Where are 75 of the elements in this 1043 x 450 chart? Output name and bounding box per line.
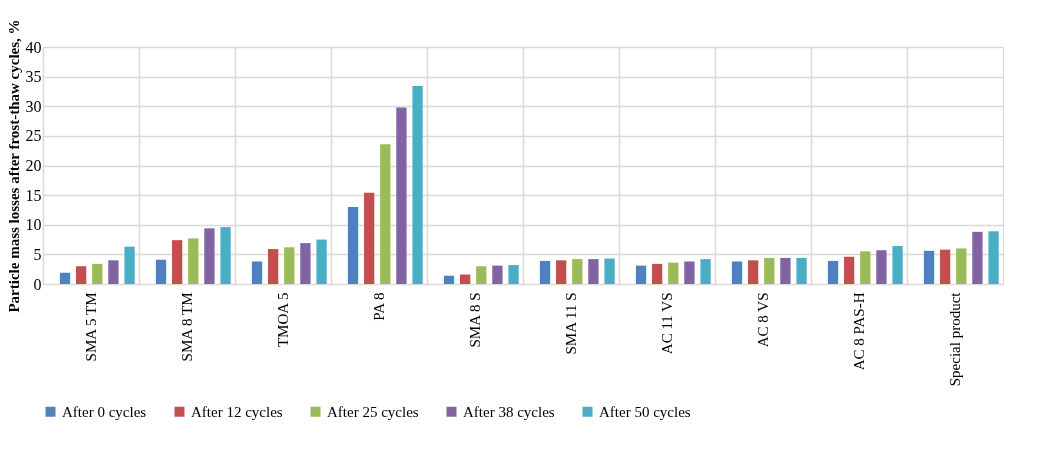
bar bbox=[588, 259, 599, 284]
bar bbox=[316, 239, 327, 284]
bar bbox=[412, 86, 423, 284]
bar bbox=[347, 206, 359, 284]
bar bbox=[668, 262, 679, 284]
bar bbox=[604, 258, 615, 284]
bar bbox=[396, 107, 407, 284]
bar bbox=[652, 263, 663, 284]
bar bbox=[284, 247, 295, 284]
legend-label: After 50 cycles bbox=[599, 403, 691, 420]
x-tick-label: SMA 8 TM bbox=[179, 292, 195, 362]
bar bbox=[539, 260, 551, 284]
y-tick-label: 30 bbox=[25, 97, 42, 115]
x-tick-label: SMA 5 TM bbox=[83, 292, 99, 362]
legend-label: After 38 cycles bbox=[463, 403, 555, 420]
y-tick-label: 20 bbox=[25, 157, 42, 174]
legend-label: After 0 cycles bbox=[62, 403, 147, 420]
bar bbox=[155, 259, 167, 284]
bar bbox=[108, 260, 119, 284]
bar bbox=[764, 257, 775, 284]
x-tick-label: PA 8 bbox=[371, 292, 387, 321]
bar bbox=[188, 238, 199, 284]
bar bbox=[556, 260, 567, 284]
bar bbox=[940, 249, 951, 284]
bar bbox=[443, 275, 455, 284]
x-tick-label: AC 11 VS bbox=[659, 292, 675, 355]
legend-label: After 25 cycles bbox=[327, 403, 419, 420]
y-tick-label: 40 bbox=[25, 38, 42, 56]
bar bbox=[59, 272, 71, 284]
bar bbox=[827, 260, 839, 284]
bar bbox=[748, 260, 759, 284]
bar bbox=[204, 228, 215, 284]
bar bbox=[251, 261, 263, 284]
bar bbox=[635, 265, 647, 284]
bar bbox=[892, 246, 903, 284]
y-tick-label: 25 bbox=[25, 127, 42, 145]
bar bbox=[476, 266, 487, 284]
bar bbox=[460, 274, 471, 284]
bar bbox=[684, 261, 695, 284]
bar bbox=[796, 257, 807, 284]
x-tick-label: SMA 11 S bbox=[563, 292, 579, 355]
bar bbox=[988, 231, 999, 284]
bar bbox=[380, 144, 391, 284]
bar bbox=[700, 259, 711, 284]
bar bbox=[860, 251, 871, 284]
bar bbox=[923, 250, 935, 284]
y-tick-label: 0 bbox=[33, 275, 42, 293]
bar bbox=[76, 266, 87, 284]
bar bbox=[268, 249, 279, 284]
x-tick-label: Special product bbox=[947, 291, 963, 387]
bar bbox=[300, 243, 311, 284]
y-tick-label: 35 bbox=[25, 68, 42, 86]
y-tick-label: 10 bbox=[25, 216, 42, 234]
bar bbox=[364, 192, 375, 284]
x-tick-label: TMOA 5 bbox=[275, 292, 291, 348]
bar bbox=[956, 248, 967, 284]
x-tick-label: SMA 8 S bbox=[467, 292, 483, 348]
bar bbox=[508, 265, 519, 284]
bar bbox=[731, 261, 743, 284]
bar bbox=[972, 231, 983, 284]
bar bbox=[780, 257, 791, 284]
bar bbox=[876, 250, 887, 284]
x-tick-label: AC 8 VS bbox=[755, 292, 771, 348]
x-tick-label: AC 8 PAS-H bbox=[851, 292, 867, 371]
bar bbox=[172, 240, 183, 284]
y-axis-title: Particle mass losses after frost-thaw cycles, % bbox=[5, 19, 22, 313]
bar bbox=[492, 265, 503, 284]
bar bbox=[844, 256, 855, 284]
legend-label: After 12 cycles bbox=[191, 403, 283, 420]
bar bbox=[572, 259, 583, 284]
bar bbox=[220, 227, 231, 284]
y-tick-label: 15 bbox=[25, 186, 42, 204]
y-tick-label: 5 bbox=[33, 245, 42, 263]
bar bbox=[92, 263, 103, 284]
bar bbox=[124, 246, 135, 284]
